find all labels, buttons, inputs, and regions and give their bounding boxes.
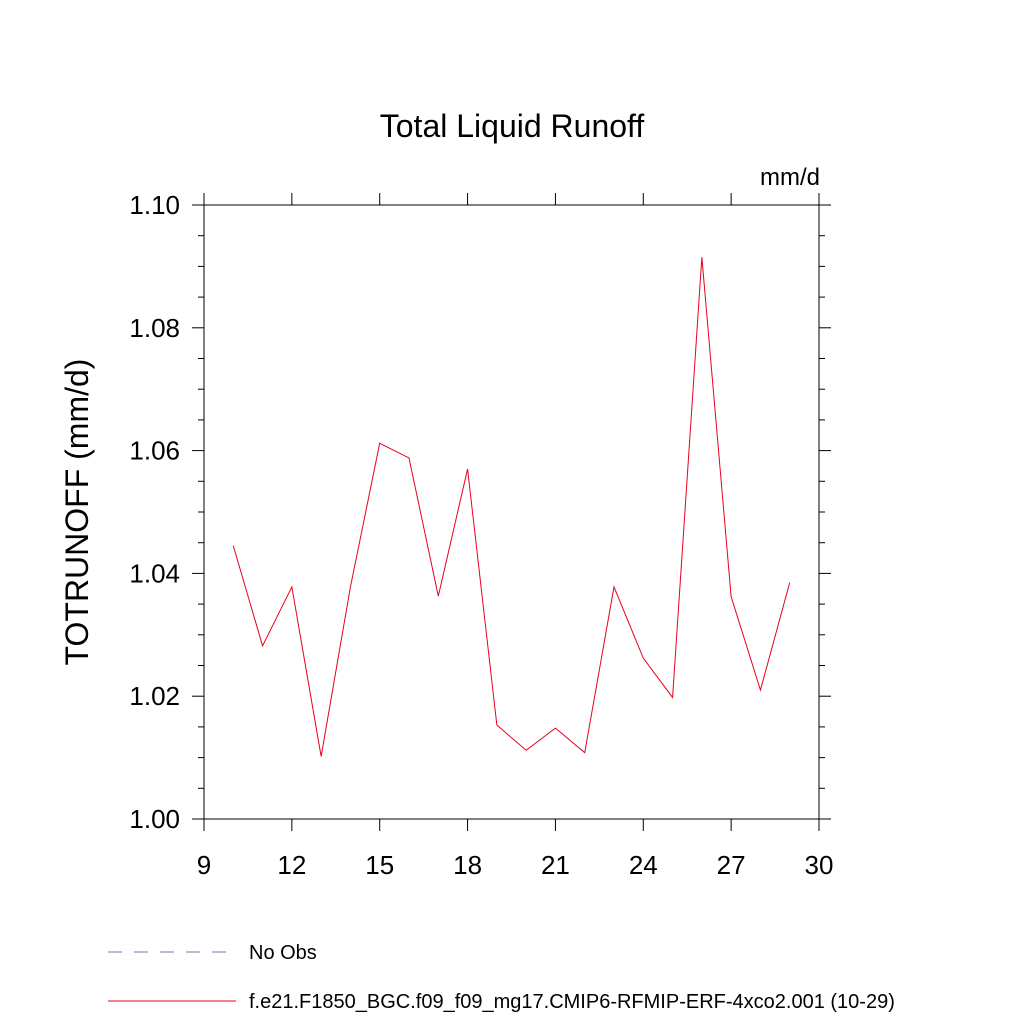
x-axis: 9 12 15 18 21 24 27 30 bbox=[197, 193, 834, 880]
legend-label: No Obs bbox=[249, 942, 317, 964]
y-tick-label: 1.00 bbox=[129, 804, 180, 834]
units-label: mm/d bbox=[760, 164, 820, 191]
x-tick-label: 18 bbox=[453, 850, 482, 880]
legend: No Obs f.e21.F1850_BGC.f09_f09_mg17.CMIP6… bbox=[108, 942, 895, 1013]
series-layer bbox=[232, 257, 791, 757]
chart-title: Total Liquid Runoff bbox=[380, 108, 645, 144]
y-axis-title: TOTRUNOFF (mm/d) bbox=[59, 359, 95, 666]
legend-label: f.e21.F1850_BGC.f09_f09_mg17.CMIP6-RFMIP… bbox=[249, 991, 895, 1013]
y-tick-label: 1.10 bbox=[129, 190, 180, 220]
series-line bbox=[232, 257, 791, 757]
x-tick-label: 12 bbox=[277, 850, 306, 880]
x-tick-label: 15 bbox=[365, 850, 394, 880]
x-tick-label: 27 bbox=[717, 850, 746, 880]
y-tick-label: 1.04 bbox=[129, 558, 180, 588]
x-tick-label: 21 bbox=[541, 850, 570, 880]
x-tick-label: 9 bbox=[197, 850, 211, 880]
y-tick-label: 1.06 bbox=[129, 436, 180, 466]
plot-frame bbox=[203, 204, 820, 820]
y-tick-label: 1.08 bbox=[129, 313, 180, 343]
x-tick-label: 24 bbox=[629, 850, 658, 880]
y-tick-label: 1.02 bbox=[129, 681, 180, 711]
x-tick-label: 30 bbox=[805, 850, 834, 880]
y-axis: 1.00 1.02 1.04 1.06 1.08 1.10 bbox=[129, 190, 831, 834]
